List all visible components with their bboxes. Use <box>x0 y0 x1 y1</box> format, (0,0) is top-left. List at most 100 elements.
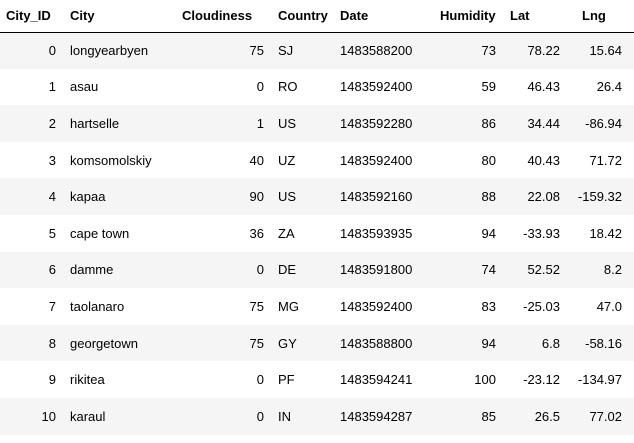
cell-humidity: 80 <box>432 141 504 179</box>
cell-date: 1483588800 <box>340 324 432 362</box>
cell-city: asau <box>64 68 182 106</box>
table-row: 7 taolanaro 75 MG 1483592400 83 -25.03 47.0 <box>0 288 634 325</box>
column-header-lat: Lat <box>504 0 564 33</box>
cell-city-id: 5 <box>0 214 64 252</box>
table-header: City_ID City Cloudiness Country Date Hum… <box>0 0 634 33</box>
cell-cloudiness: 75 <box>182 288 272 325</box>
cell-city-id: 10 <box>0 397 64 435</box>
table-row: 4 kapaa 90 US 1483592160 88 22.08 -159.32 <box>0 178 634 215</box>
table-row: 2 hartselle 1 US 1483592280 86 34.44 -86.94 <box>0 105 634 142</box>
cell-cloudiness: 36 <box>182 214 272 252</box>
cell-cloudiness: 0 <box>182 361 272 398</box>
cell-city-id: 2 <box>0 105 64 142</box>
cell-date: 1483593935 <box>340 214 432 252</box>
cell-date: 1483592400 <box>340 288 432 325</box>
cell-cloudiness: 1 <box>182 105 272 142</box>
column-header-country: Country <box>272 0 340 33</box>
cell-humidity: 83 <box>432 288 504 325</box>
cell-city: komsomolskiy <box>64 141 182 179</box>
cell-country: ZA <box>272 214 340 252</box>
cell-city: taolanaro <box>64 288 182 325</box>
cell-lat: -25.03 <box>504 288 564 325</box>
cell-lng: 18.42 <box>564 214 634 252</box>
column-header-cloudiness: Cloudiness <box>182 0 272 33</box>
cell-lat: 22.08 <box>504 178 564 215</box>
cell-lat: 52.52 <box>504 251 564 289</box>
column-header-lng: Lng <box>564 0 634 33</box>
cell-lat: -33.93 <box>504 214 564 252</box>
column-header-city: City <box>64 0 182 33</box>
cell-city: rikitea <box>64 361 182 398</box>
cell-lng: 15.64 <box>564 32 634 69</box>
cell-humidity: 59 <box>432 68 504 106</box>
cell-cloudiness: 0 <box>182 251 272 289</box>
cell-city: kapaa <box>64 178 182 215</box>
cell-city-id: 9 <box>0 361 64 398</box>
cell-city: georgetown <box>64 324 182 362</box>
header-row: City_ID City Cloudiness Country Date Hum… <box>0 0 634 33</box>
cell-country: MG <box>272 288 340 325</box>
cell-city-id: 8 <box>0 324 64 362</box>
cell-city-id: 3 <box>0 141 64 179</box>
cell-country: SJ <box>272 32 340 69</box>
cell-cloudiness: 0 <box>182 397 272 435</box>
cell-lat: 78.22 <box>504 32 564 69</box>
cell-cloudiness: 90 <box>182 178 272 215</box>
table-row: 1 asau 0 RO 1483592400 59 46.43 26.4 <box>0 68 634 106</box>
table-row: 0 longyearbyen 75 SJ 1483588200 73 78.22 15.64 <box>0 32 634 69</box>
cell-cloudiness: 40 <box>182 141 272 179</box>
cell-date: 1483592280 <box>340 105 432 142</box>
cell-lng: -159.32 <box>564 178 634 215</box>
cell-city: hartselle <box>64 105 182 142</box>
cell-date: 1483592400 <box>340 141 432 179</box>
cell-lng: 77.02 <box>564 397 634 435</box>
cell-city-id: 0 <box>0 32 64 69</box>
cell-country: US <box>272 178 340 215</box>
table-row: 6 damme 0 DE 1483591800 74 52.52 8.2 <box>0 251 634 289</box>
cell-date: 1483592160 <box>340 178 432 215</box>
cell-lat: 46.43 <box>504 68 564 106</box>
cell-country: IN <box>272 397 340 435</box>
cell-humidity: 100 <box>432 361 504 398</box>
cell-lat: 40.43 <box>504 141 564 179</box>
cell-date: 1483594241 <box>340 361 432 398</box>
cell-country: PF <box>272 361 340 398</box>
cell-humidity: 94 <box>432 324 504 362</box>
cell-city: damme <box>64 251 182 289</box>
cell-city-id: 4 <box>0 178 64 215</box>
cell-country: UZ <box>272 141 340 179</box>
cell-lng: 8.2 <box>564 251 634 289</box>
cell-cloudiness: 0 <box>182 68 272 106</box>
cell-lng: 71.72 <box>564 141 634 179</box>
cell-lng: -58.16 <box>564 324 634 362</box>
table-row: 3 komsomolskiy 40 UZ 1483592400 80 40.43 71.72 <box>0 141 634 179</box>
cell-humidity: 88 <box>432 178 504 215</box>
table-row: 10 karaul 0 IN 1483594287 85 26.5 77.02 <box>0 397 634 435</box>
cell-date: 1483594287 <box>340 397 432 435</box>
cell-lng: -86.94 <box>564 105 634 142</box>
cell-country: DE <box>272 251 340 289</box>
cell-lat: 34.44 <box>504 105 564 142</box>
cell-date: 1483588200 <box>340 32 432 69</box>
cell-city-id: 6 <box>0 251 64 289</box>
table-row: 5 cape town 36 ZA 1483593935 94 -33.93 18.42 <box>0 214 634 252</box>
cell-humidity: 74 <box>432 251 504 289</box>
cell-country: RO <box>272 68 340 106</box>
cell-city-id: 1 <box>0 68 64 106</box>
cell-humidity: 85 <box>432 397 504 435</box>
table-body: 0 longyearbyen 75 SJ 1483588200 73 78.22 15.64 1… <box>0 32 634 435</box>
column-header-city-id: City_ID <box>0 0 64 33</box>
cell-country: US <box>272 105 340 142</box>
cell-date: 1483592400 <box>340 68 432 106</box>
cell-humidity: 73 <box>432 32 504 69</box>
table-row: 9 rikitea 0 PF 1483594241 100 -23.12 -134.97 <box>0 361 634 398</box>
column-header-date: Date <box>340 0 432 33</box>
cell-lng: 47.0 <box>564 288 634 325</box>
column-header-humidity: Humidity <box>432 0 504 33</box>
cell-country: GY <box>272 324 340 362</box>
cell-city-id: 7 <box>0 288 64 325</box>
cell-humidity: 94 <box>432 214 504 252</box>
cell-date: 1483591800 <box>340 251 432 289</box>
cell-lat: 6.8 <box>504 324 564 362</box>
